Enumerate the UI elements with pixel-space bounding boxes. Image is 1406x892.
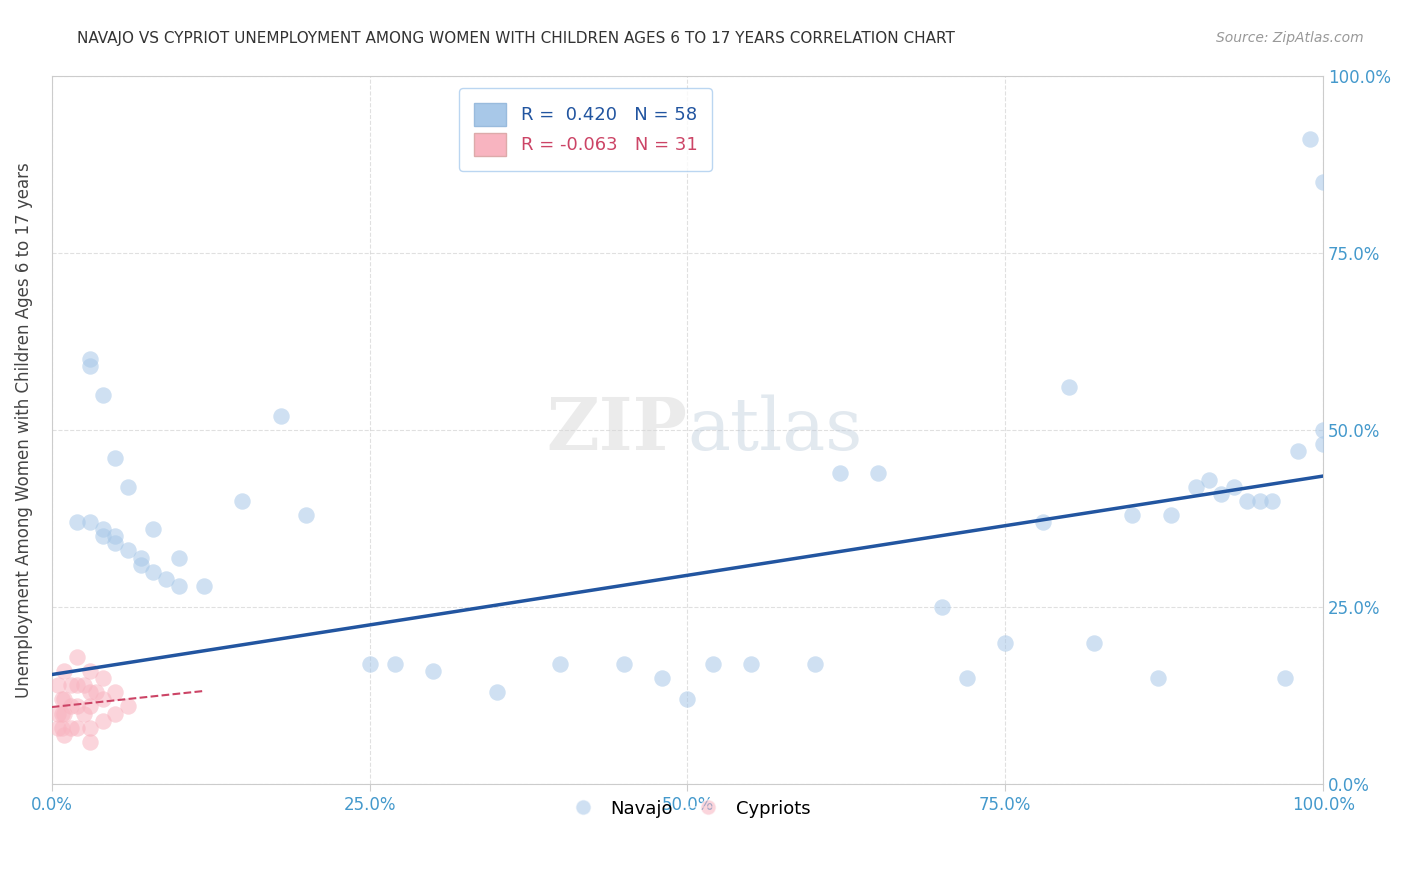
Point [46, 706, 69, 721]
Point [676, 692, 699, 706]
Point [1121, 508, 1143, 522]
Point [702, 657, 724, 671]
Point [193, 579, 215, 593]
Point [142, 565, 165, 579]
Point [295, 508, 318, 522]
Point [1147, 671, 1170, 685]
Point [270, 409, 292, 423]
Point [231, 494, 253, 508]
Point [104, 706, 127, 721]
Point [59, 678, 82, 692]
Point [828, 466, 851, 480]
Point [91, 692, 114, 706]
Point [72, 678, 94, 692]
Point [117, 480, 139, 494]
Point [613, 657, 636, 671]
Point [142, 522, 165, 536]
Point [1032, 515, 1054, 529]
Point [53, 692, 76, 706]
Point [1249, 494, 1271, 508]
Point [46, 721, 69, 735]
Point [79, 735, 101, 749]
Text: atlas: atlas [688, 394, 863, 466]
Point [91, 671, 114, 685]
Point [1083, 635, 1105, 649]
Point [129, 558, 152, 572]
Point [651, 671, 673, 685]
Point [994, 635, 1017, 649]
Legend: Navajo, Cypriots: Navajo, Cypriots [558, 793, 817, 825]
Point [84, 685, 107, 699]
Point [1274, 671, 1296, 685]
Point [1312, 437, 1334, 451]
Point [91, 529, 114, 543]
Text: Source: ZipAtlas.com: Source: ZipAtlas.com [1216, 31, 1364, 45]
Point [91, 522, 114, 536]
Point [66, 649, 89, 664]
Point [51, 692, 73, 706]
Point [53, 706, 76, 721]
Point [79, 352, 101, 367]
Point [117, 699, 139, 714]
Point [66, 678, 89, 692]
Point [1286, 444, 1309, 458]
Point [117, 543, 139, 558]
Point [104, 536, 127, 550]
Point [803, 657, 825, 671]
Point [72, 706, 94, 721]
Point [485, 685, 508, 699]
Point [53, 728, 76, 742]
Point [1160, 508, 1182, 522]
Point [104, 451, 127, 466]
Point [104, 529, 127, 543]
Point [79, 721, 101, 735]
Point [1261, 494, 1284, 508]
Point [167, 550, 190, 565]
Text: ZIP: ZIP [547, 394, 688, 466]
Point [129, 550, 152, 565]
Point [1198, 473, 1220, 487]
Point [384, 657, 406, 671]
Point [51, 706, 73, 721]
Point [155, 572, 177, 586]
Point [66, 699, 89, 714]
Point [59, 721, 82, 735]
Point [550, 657, 572, 671]
Point [868, 466, 890, 480]
Point [66, 515, 89, 529]
Point [79, 664, 101, 678]
Point [51, 721, 73, 735]
Point [956, 671, 979, 685]
Point [79, 515, 101, 529]
Point [79, 359, 101, 374]
Text: NAVAJO VS CYPRIOT UNEMPLOYMENT AMONG WOMEN WITH CHILDREN AGES 6 TO 17 YEARS CORR: NAVAJO VS CYPRIOT UNEMPLOYMENT AMONG WOM… [77, 31, 955, 46]
Y-axis label: Unemployment Among Women with Children Ages 6 to 17 years: Unemployment Among Women with Children A… [15, 162, 32, 698]
Point [104, 685, 127, 699]
Point [1057, 380, 1080, 394]
Point [79, 699, 101, 714]
Point [1312, 423, 1334, 437]
Point [931, 600, 953, 615]
Point [167, 579, 190, 593]
Point [46, 678, 69, 692]
Point [1299, 132, 1322, 146]
Point [91, 387, 114, 401]
Point [1211, 487, 1233, 501]
Point [66, 721, 89, 735]
Point [422, 664, 444, 678]
Point [53, 664, 76, 678]
Point [79, 685, 101, 699]
Point [91, 714, 114, 728]
Point [359, 657, 381, 671]
Point [1312, 175, 1334, 189]
Point [1185, 480, 1208, 494]
Point [1223, 480, 1246, 494]
Point [1236, 494, 1258, 508]
Point [59, 699, 82, 714]
Point [740, 657, 762, 671]
